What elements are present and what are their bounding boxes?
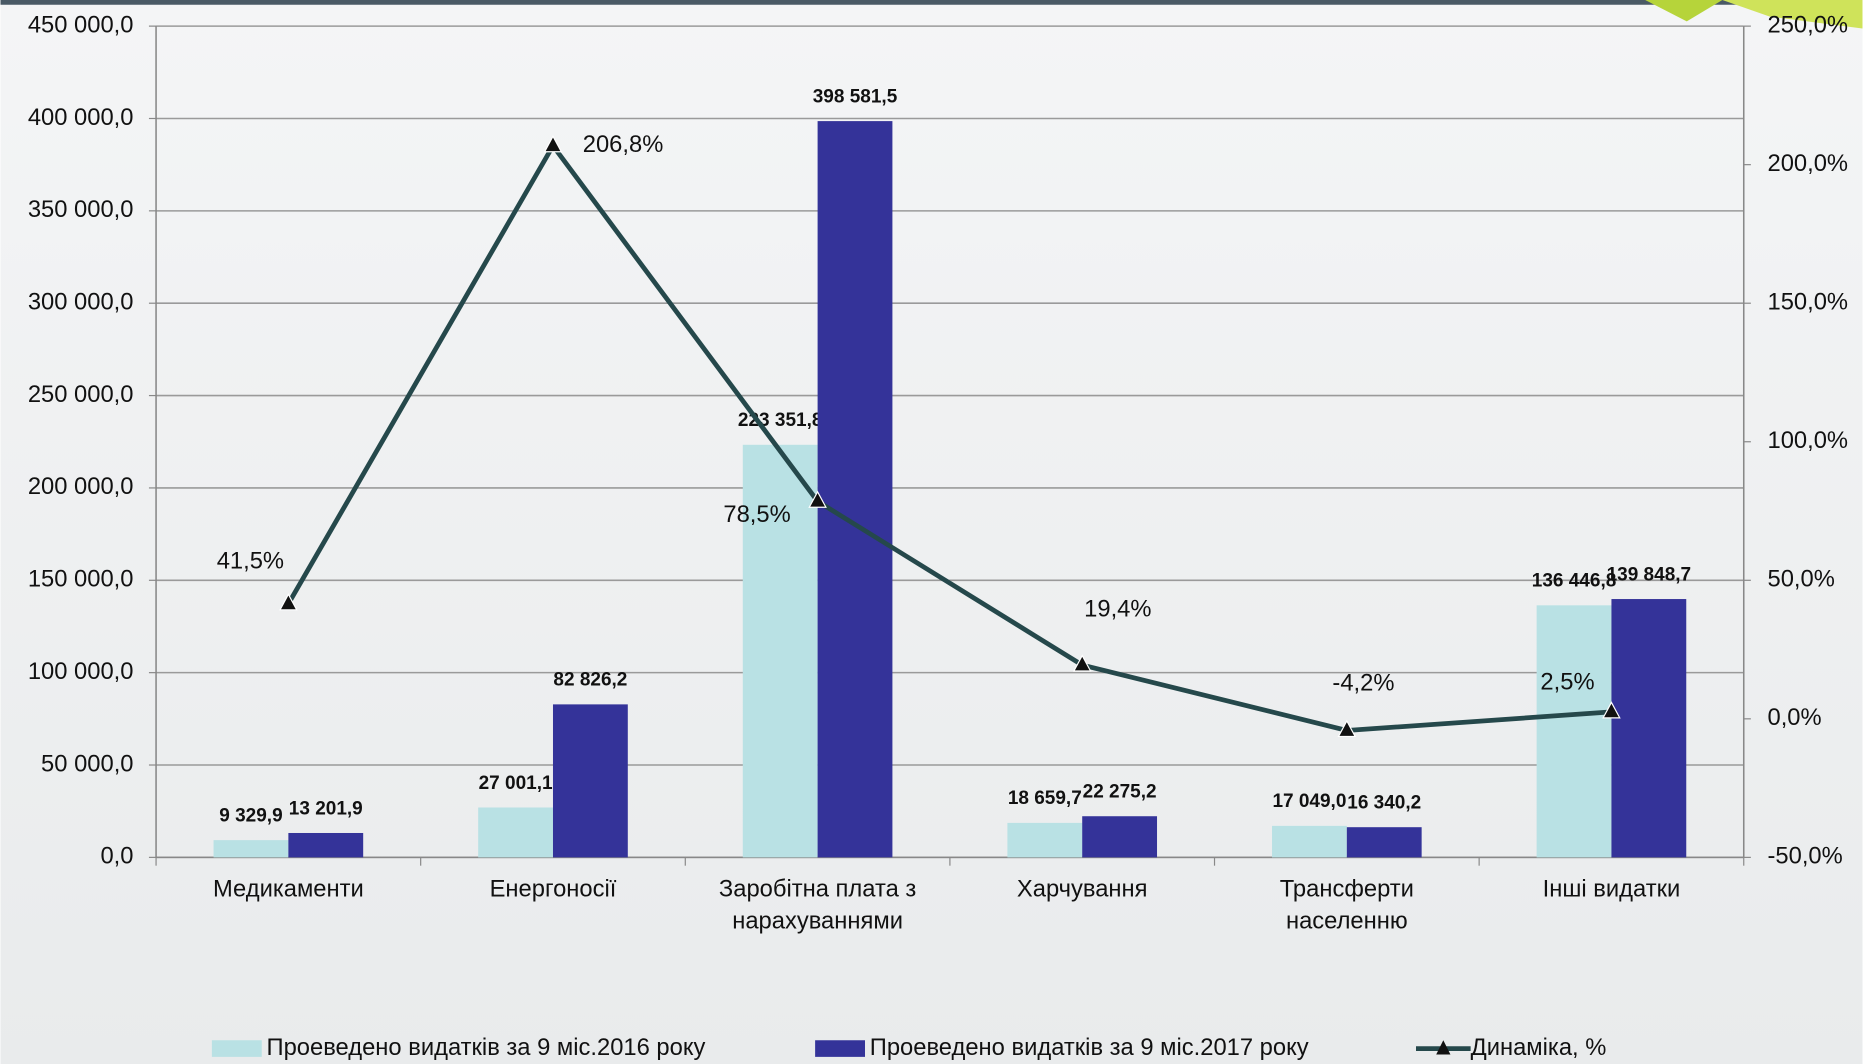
value-label: 17 049,0 [1272,791,1346,812]
y-tick-label: 150 000,0 [28,566,134,593]
value-label: 27 001,1 [479,773,553,794]
x-tick-label: Харчування [1017,876,1148,903]
line-marker [279,593,298,611]
x-tick-label: Енергоносії [490,876,617,903]
x-tick-label-line: Трансферти [1280,876,1414,903]
y-tick-label: 250 000,0 [28,381,134,408]
legend-item: Проеведено видатків за 9 міс.2016 року [211,1034,706,1061]
value-label: 398 581,5 [813,86,898,107]
value-label: 9 329,9 [219,805,282,826]
value-label: 22 275,2 [1083,781,1157,802]
value-label: 13 201,9 [289,798,363,819]
line-marker [1337,719,1357,738]
legend-swatch-marker [1436,1040,1451,1055]
line-marker [808,490,827,508]
bar [478,807,553,858]
top-band [0,0,1863,5]
legend-item: Динаміка, % [1416,1034,1606,1061]
line-value-label: 19,4% [1084,596,1151,623]
bar [288,832,364,858]
x-tick-label-line: Заробітна плата з [719,876,916,903]
value-label: 16 340,2 [1347,792,1421,813]
y2-tick-label: 100,0% [1768,427,1849,454]
y2-tick-label: 50,0% [1768,566,1835,593]
bar [1272,825,1347,858]
x-tick-label-line: Харчування [1017,876,1148,903]
x-tick-label: Заробітна плата з нарахуваннями [719,876,916,935]
value-label: 18 659,7 [1008,788,1082,809]
bar [817,121,893,858]
value-label: 139 848,7 [1607,564,1692,585]
bar [1346,827,1422,858]
x-tick-label: Трансферти населенню [1280,876,1414,935]
line [286,141,1612,733]
leaf-decoration [1722,0,1863,29]
legend-swatch [211,1040,262,1057]
legend-label: Динаміка, % [1471,1034,1607,1061]
x-tick-label-line: населенню [1286,908,1408,935]
y2-tick-label: 150,0% [1768,288,1849,315]
x-tick-label: Медикаменти [213,876,364,903]
legend-label: Проеведено видатків за 9 міс.2017 року [870,1034,1309,1061]
y-tick-label: 50 000,0 [41,750,133,777]
line-value-label: 41,5% [217,548,284,575]
bar [552,704,628,858]
x-tick-label-line: нарахуваннями [732,908,903,935]
y2-tick-label: 0,0% [1768,704,1822,731]
line-marker [1072,654,1092,672]
line-marker [543,135,563,153]
value-label: 82 826,2 [553,670,627,691]
y-tick-label: 100 000,0 [28,658,134,685]
y2-tick-label: -50,0% [1768,843,1843,870]
line-value-label: 2,5% [1540,669,1594,696]
y2-tick-label: 200,0% [1768,150,1849,177]
y-tick-label: 200 000,0 [28,473,134,500]
y-tick-label: 0,0 [100,843,133,870]
x-tick-label-line: Інші видатки [1543,876,1681,903]
x-tick-label-line: Медикаменти [213,876,364,903]
line-value-label: -4,2% [1332,669,1394,696]
line-marker [1602,701,1621,719]
bar [213,840,289,858]
leaf-decoration [1645,0,1723,22]
bar [1611,599,1687,858]
y-tick-label: 300 000,0 [28,288,134,315]
y2-tick-label: 250,0% [1768,11,1849,38]
legend-swatch [815,1040,865,1057]
bar [742,444,818,858]
bar [1007,822,1083,858]
bar [1082,816,1158,858]
line-value-label: 78,5% [723,501,790,528]
value-label: 136 446,8 [1532,571,1617,592]
y-tick-label: 400 000,0 [28,104,134,131]
line-value-label: 206,8% [583,131,664,158]
y-tick-label: 350 000,0 [28,196,134,223]
x-tick-label: Інші видатки [1543,876,1681,903]
legend-label: Проеведено видатків за 9 міс.2016 року [267,1034,706,1061]
x-tick-label-line: Енергоносії [490,876,617,903]
y-tick-label: 450 000,0 [28,11,134,38]
legend-item: Проеведено видатків за 9 міс.2017 року [815,1034,1309,1061]
bar [1536,605,1612,858]
